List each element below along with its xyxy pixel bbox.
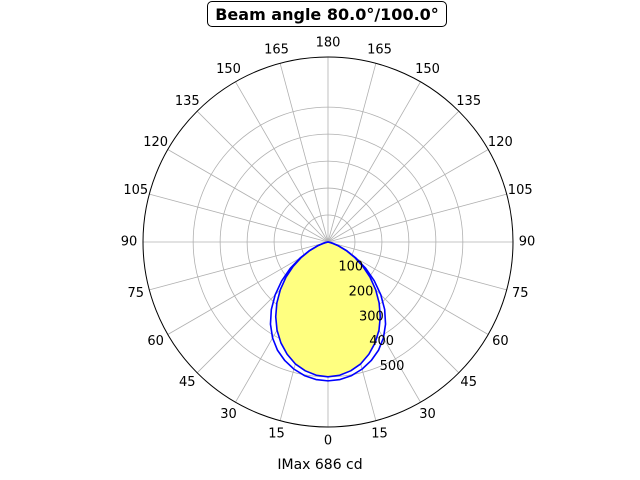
angle-tick-label-4: 60 [492, 334, 509, 349]
angular-grid-line-10 [327, 81, 421, 243]
x-axis-label: IMax 686 cd [277, 457, 363, 473]
angle-tick-label-17: 105 [123, 183, 148, 198]
angle-tick-label-23: 15 [268, 427, 285, 442]
angle-tick-label-1: 15 [371, 427, 388, 442]
angle-tick-label-0: 0 [324, 434, 332, 449]
angular-grid-line-8 [327, 149, 489, 243]
angular-grid-line-13 [279, 63, 329, 243]
series-line-2 [269, 241, 387, 382]
angle-tick-label-5: 75 [512, 286, 529, 301]
radial-tick-label-1: 100 [338, 259, 363, 274]
angle-tick-label-7: 105 [508, 183, 533, 198]
angle-tick-label-15: 135 [175, 94, 200, 109]
angular-grid-line-7 [327, 193, 507, 243]
angle-tick-label-21: 45 [179, 375, 196, 390]
radial-tick-label-2: 200 [349, 284, 374, 299]
angular-grid-line-5 [327, 241, 507, 291]
polar-outer-frame [142, 56, 514, 428]
angular-grid-line-19 [149, 241, 329, 291]
angle-tick-label-16: 120 [143, 135, 168, 150]
angle-tick-label-11: 165 [367, 42, 392, 57]
angle-tick-label-10: 150 [415, 62, 440, 77]
angular-grid-line-14 [235, 81, 329, 243]
angle-tick-label-8: 120 [488, 135, 513, 150]
angle-tick-label-19: 75 [128, 286, 145, 301]
chart-title: Beam angle 80.0°/100.0° [207, 1, 447, 27]
angle-tick-label-2: 30 [419, 407, 436, 422]
angle-tick-label-18: 90 [121, 235, 138, 250]
radial-tick-label-4: 400 [369, 334, 394, 349]
angular-grid-line-15 [196, 110, 329, 243]
angle-tick-label-14: 150 [216, 62, 241, 77]
angle-tick-label-22: 30 [220, 407, 237, 422]
angular-grid-line-11 [327, 63, 377, 243]
angle-tick-label-6: 90 [519, 235, 536, 250]
angle-tick-label-12: 180 [316, 36, 341, 51]
angle-tick-label-9: 135 [456, 94, 481, 109]
angle-tick-label-3: 45 [460, 375, 477, 390]
beam-fill-area [275, 242, 381, 377]
radial-tick-label-5: 500 [380, 359, 405, 374]
radial-tick-label-3: 300 [359, 309, 384, 324]
angular-grid-line-17 [149, 193, 329, 243]
angular-grid-line-16 [167, 149, 329, 243]
angle-tick-label-13: 165 [264, 42, 289, 57]
angle-tick-label-20: 60 [147, 334, 164, 349]
angular-grid-line-9 [327, 110, 460, 243]
